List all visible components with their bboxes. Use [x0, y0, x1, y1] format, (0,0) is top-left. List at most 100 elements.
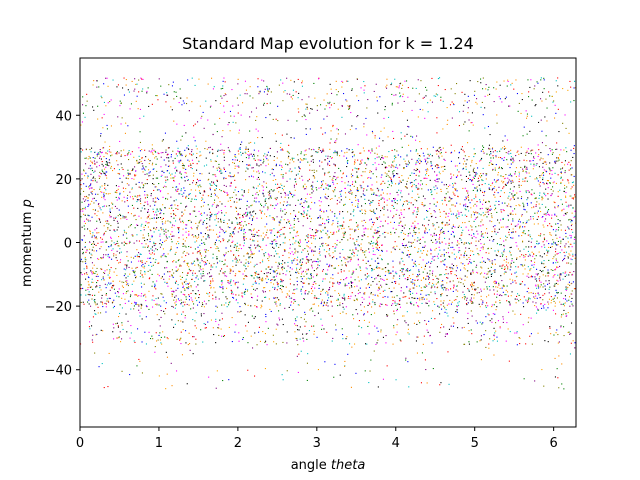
- scatter-point: [87, 219, 89, 221]
- scatter-point: [273, 159, 275, 161]
- scatter-point: [99, 186, 101, 188]
- scatter-point: [333, 233, 335, 235]
- scatter-point: [238, 166, 240, 168]
- scatter-point: [140, 203, 142, 205]
- scatter-point: [181, 165, 183, 167]
- scatter-point: [97, 242, 99, 244]
- scatter-point: [530, 160, 532, 162]
- scatter-point: [156, 95, 158, 97]
- scatter-point: [252, 218, 254, 220]
- scatter-point: [319, 237, 321, 239]
- scatter-point: [525, 246, 527, 248]
- scatter-point: [223, 153, 225, 155]
- scatter-point: [113, 229, 115, 231]
- scatter-point: [244, 93, 246, 95]
- scatter-point: [196, 257, 198, 259]
- scatter-point: [363, 89, 365, 91]
- scatter-point: [441, 254, 443, 256]
- scatter-point: [437, 165, 439, 167]
- scatter-point: [215, 266, 217, 268]
- scatter-point: [201, 199, 203, 201]
- scatter-point: [100, 158, 102, 160]
- scatter-point: [202, 268, 204, 270]
- scatter-point: [360, 196, 362, 198]
- scatter-point: [289, 168, 291, 170]
- scatter-point: [158, 198, 160, 200]
- scatter-point: [107, 255, 109, 257]
- scatter-point: [247, 148, 249, 150]
- scatter-point: [384, 172, 386, 174]
- scatter-point: [149, 269, 151, 271]
- scatter-point: [314, 238, 316, 240]
- scatter-point: [555, 282, 557, 284]
- scatter-point: [321, 185, 323, 187]
- scatter-point: [361, 296, 363, 298]
- scatter-point: [457, 290, 459, 292]
- scatter-point: [364, 194, 366, 196]
- scatter-point: [324, 132, 326, 134]
- scatter-point: [174, 213, 176, 215]
- scatter-point: [502, 140, 504, 142]
- scatter-point: [465, 168, 467, 170]
- scatter-point: [198, 210, 200, 212]
- scatter-point: [547, 198, 549, 200]
- scatter-point: [172, 293, 174, 295]
- scatter-point: [440, 96, 442, 98]
- scatter-point: [118, 196, 120, 198]
- scatter-point: [248, 176, 250, 178]
- scatter-point: [507, 226, 509, 228]
- scatter-point: [126, 282, 128, 284]
- scatter-point: [209, 106, 211, 108]
- scatter-point: [531, 99, 533, 101]
- scatter-point: [393, 246, 395, 248]
- scatter-point: [96, 80, 98, 82]
- scatter-point: [373, 222, 375, 224]
- scatter-point: [316, 231, 318, 233]
- scatter-point: [264, 200, 266, 202]
- scatter-point: [310, 185, 312, 187]
- scatter-point: [154, 284, 156, 286]
- scatter-point: [351, 125, 353, 127]
- scatter-point: [570, 283, 572, 285]
- scatter-point: [413, 180, 415, 182]
- scatter-point: [245, 146, 247, 148]
- scatter-point: [279, 220, 281, 222]
- scatter-point: [215, 175, 217, 177]
- scatter-point: [99, 219, 101, 221]
- scatter-point: [101, 279, 103, 281]
- scatter-point: [570, 221, 572, 223]
- scatter-point: [570, 101, 572, 103]
- scatter-point: [387, 136, 389, 138]
- scatter-point: [260, 304, 262, 306]
- scatter-point: [551, 246, 553, 248]
- scatter-point: [288, 295, 290, 297]
- scatter-point: [547, 269, 549, 271]
- scatter-point: [188, 165, 190, 167]
- scatter-point: [108, 165, 110, 167]
- scatter-point: [103, 193, 105, 195]
- scatter-point: [391, 204, 393, 206]
- scatter-point: [340, 199, 342, 201]
- scatter-point: [370, 284, 372, 286]
- scatter-point: [197, 185, 199, 187]
- scatter-point: [223, 273, 225, 275]
- scatter-point: [464, 298, 466, 300]
- scatter-point: [443, 184, 445, 186]
- scatter-point: [494, 271, 496, 273]
- scatter-point: [312, 261, 314, 263]
- scatter-point: [343, 93, 345, 95]
- scatter-point: [518, 178, 520, 180]
- scatter-point: [471, 179, 473, 181]
- scatter-point: [522, 180, 524, 182]
- scatter-point: [356, 285, 358, 287]
- scatter-point: [419, 141, 421, 143]
- scatter-point: [481, 175, 483, 177]
- scatter-point: [198, 221, 200, 223]
- scatter-point: [479, 273, 481, 275]
- scatter-point: [180, 265, 182, 267]
- scatter-point: [465, 242, 467, 244]
- scatter-point: [109, 269, 111, 271]
- scatter-point: [307, 180, 309, 182]
- scatter-point: [497, 172, 499, 174]
- scatter-point: [555, 112, 557, 114]
